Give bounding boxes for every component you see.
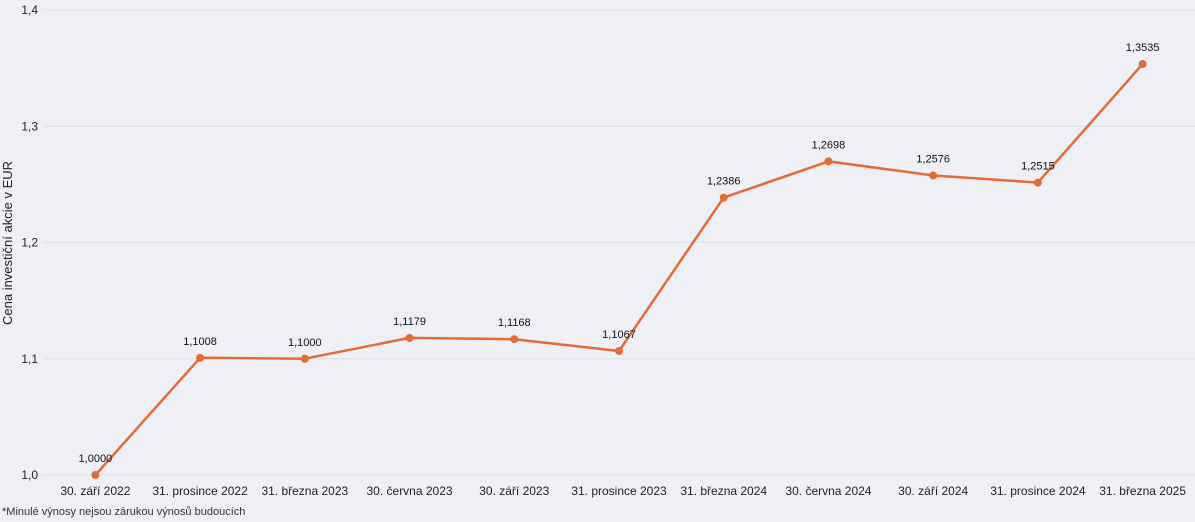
data-label: 1,1179: [393, 316, 426, 328]
x-tick-label: 31. března 2024: [680, 484, 767, 498]
data-label: 1,1008: [183, 336, 217, 348]
data-label: 1,3535: [1126, 42, 1160, 54]
x-tick-label: 30. června 2024: [785, 484, 871, 498]
x-tick-label: 31. března 2023: [261, 484, 348, 498]
data-point[interactable]: [824, 157, 833, 166]
y-axis-label: Cena investiční akcie v EUR: [0, 161, 15, 325]
x-tick-label: 30. září 2023: [479, 484, 549, 498]
data-label: 1,1067: [602, 329, 636, 341]
x-tick-label: 30. června 2023: [367, 484, 453, 498]
x-tick-label: 30. září 2022: [60, 484, 130, 498]
line-chart: 1,0 1,1 1,2 1,3 1,4 30. září 2022 31. prosinc…: [0, 3, 1195, 498]
data-label: 1,2576: [916, 154, 950, 166]
x-tick-label: 31. prosince 2022: [152, 484, 248, 498]
series-line-group: [94, 63, 1144, 476]
data-points: [91, 60, 1147, 479]
x-tick-label: 30. září 2024: [898, 484, 968, 498]
data-label: 1,2515: [1021, 161, 1055, 173]
data-point[interactable]: [719, 193, 728, 202]
y-tick-label: 1,3: [21, 119, 38, 133]
data-point[interactable]: [196, 353, 205, 362]
data-point[interactable]: [1033, 178, 1042, 187]
data-label: 1,1168: [498, 317, 531, 329]
data-point[interactable]: [1138, 60, 1147, 69]
y-tick-label: 1,1: [21, 352, 38, 366]
series-line: [94, 63, 1144, 476]
x-axis-ticks: 30. září 2022 31. prosince 2022 31. března…: [60, 484, 1186, 498]
y-axis-ticks: 1,0 1,1 1,2 1,3 1,4: [21, 3, 38, 482]
data-point[interactable]: [615, 346, 623, 355]
data-point[interactable]: [91, 471, 100, 479]
y-tick-label: 1,4: [21, 3, 38, 17]
data-point[interactable]: [929, 171, 938, 180]
y-tick-label: 1,0: [21, 468, 38, 482]
data-label: 1,1000: [288, 337, 322, 349]
data-label: 1,2386: [707, 176, 741, 188]
data-label: 1,2698: [812, 139, 846, 151]
x-tick-label: 31. prosince 2024: [990, 484, 1086, 498]
data-point[interactable]: [510, 335, 519, 344]
grid-lines: [43, 9, 1195, 476]
y-tick-label: 1,2: [21, 236, 38, 250]
data-point[interactable]: [300, 354, 309, 363]
footnote: *Minulé výnosy nejsou zárukou výnosů bud…: [2, 506, 246, 518]
x-tick-label: 31. prosince 2023: [571, 484, 667, 498]
data-point[interactable]: [405, 333, 414, 342]
x-tick-label: 31. března 2025: [1099, 484, 1186, 498]
data-labels: 1,0000 1,1008 1,1000 1,1179 1,1168 1,1067 1,23…: [79, 42, 1160, 465]
data-label: 1,0000: [79, 453, 113, 465]
